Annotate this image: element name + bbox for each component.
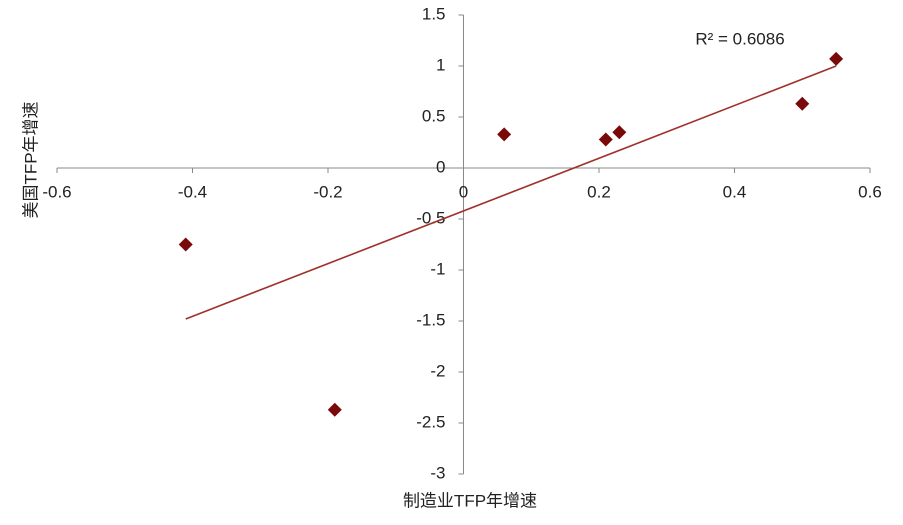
x-axis-label: 制造业TFP年增速 bbox=[403, 491, 537, 510]
point bbox=[598, 132, 613, 147]
x-tick-label: 0.6 bbox=[858, 182, 882, 201]
y-tick-label: 0.5 bbox=[422, 106, 446, 125]
point bbox=[497, 127, 512, 142]
point bbox=[612, 125, 627, 140]
y-axis-label: 美国TFP年增速 bbox=[21, 101, 40, 218]
y-tick-label: -2.5 bbox=[416, 412, 445, 431]
x-tick-label: -0.2 bbox=[313, 182, 342, 201]
x-tick-label: 0 bbox=[459, 182, 468, 201]
y-tick-label: -2 bbox=[430, 361, 445, 380]
point bbox=[327, 402, 342, 417]
y-tick-label: -1 bbox=[430, 259, 445, 278]
y-tick-label: 0 bbox=[436, 157, 445, 176]
y-tick-label: -0.5 bbox=[416, 208, 445, 227]
x-tick-label: -0.4 bbox=[178, 182, 207, 201]
y-tick-label: -1.5 bbox=[416, 310, 445, 329]
r-squared-label: R² = 0.6086 bbox=[695, 29, 784, 48]
y-tick-label: 1 bbox=[436, 55, 445, 74]
y-tick-label: -3 bbox=[430, 463, 445, 482]
y-tick-label: 1.5 bbox=[422, 4, 446, 23]
x-tick-label: 0.4 bbox=[723, 182, 747, 201]
trendline bbox=[185, 65, 837, 320]
point bbox=[178, 237, 193, 252]
point bbox=[795, 96, 810, 111]
point bbox=[829, 51, 844, 66]
x-tick-label: 0.2 bbox=[587, 182, 611, 201]
x-tick-label: -0.6 bbox=[42, 182, 71, 201]
